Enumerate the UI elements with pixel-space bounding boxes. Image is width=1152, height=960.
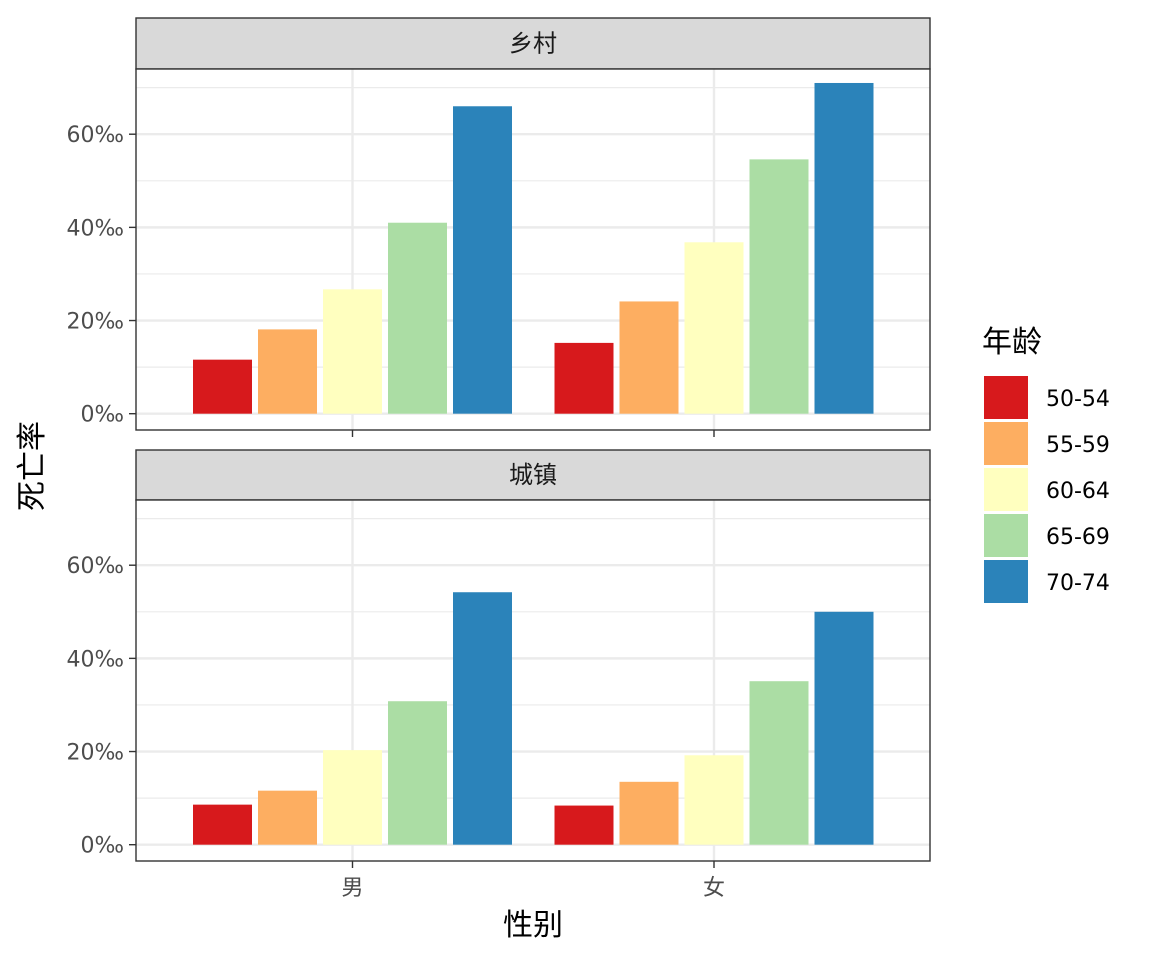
bar (388, 222, 447, 414)
y-tick-label: 0‰ (80, 403, 124, 428)
panel-border (135, 68, 931, 431)
x-tick-label: 女 (703, 876, 725, 901)
facet-strip (135, 449, 931, 501)
bar (258, 790, 317, 845)
bar (193, 359, 252, 414)
y-tick-label: 0‰ (80, 834, 124, 859)
facet-strip-label: 城镇 (509, 461, 557, 489)
y-tick-label: 20‰ (66, 741, 124, 766)
facet-panel: 城镇 0‰ 20‰ 40‰ 60‰ (66, 449, 931, 868)
bar (258, 329, 317, 414)
legend-label: 70-74 (1046, 571, 1110, 596)
bar (554, 342, 614, 414)
y-tick-label: 60‰ (66, 123, 124, 148)
y-tick-label: 40‰ (66, 216, 124, 241)
legend-label: 50-54 (1046, 387, 1110, 412)
legend-key (984, 514, 1028, 557)
y-tick-label: 40‰ (66, 647, 124, 672)
bar (323, 750, 382, 845)
bar (749, 159, 809, 414)
legend-label: 55-59 (1046, 433, 1110, 458)
bar (323, 289, 382, 414)
bar (453, 592, 512, 845)
bar (814, 611, 874, 845)
facet-strip-label: 乡村 (509, 30, 557, 58)
bar (554, 805, 614, 845)
panel-background (136, 500, 930, 861)
legend-key (984, 376, 1028, 419)
bar (619, 781, 679, 845)
bar (814, 82, 874, 414)
y-axis-title: 死亡率 (15, 421, 50, 511)
panel-background (136, 69, 930, 430)
legend: 50-54 55-59 60-64 65-69 70-74 (984, 376, 1110, 603)
legend-title: 年龄 (982, 325, 1042, 360)
x-tick-label: 男 (341, 876, 363, 901)
x-axis-title: 性别 (503, 908, 563, 943)
bar (684, 242, 744, 414)
facet-panel: 乡村 0‰ 20‰ 40‰ 60‰ (66, 17, 931, 437)
legend-label: 65-69 (1046, 525, 1110, 550)
legend-key (984, 422, 1028, 465)
legend-key (984, 560, 1028, 603)
facet-strip (135, 17, 931, 70)
legend-label: 60-64 (1046, 479, 1110, 504)
bar (388, 701, 447, 845)
panel-border (135, 499, 931, 862)
bar (619, 301, 679, 414)
bar (193, 804, 252, 845)
bar (684, 755, 744, 845)
y-tick-label: 60‰ (66, 554, 124, 579)
bar (453, 106, 512, 414)
y-tick-label: 20‰ (66, 310, 124, 335)
bar (749, 681, 809, 845)
legend-key (984, 468, 1028, 511)
